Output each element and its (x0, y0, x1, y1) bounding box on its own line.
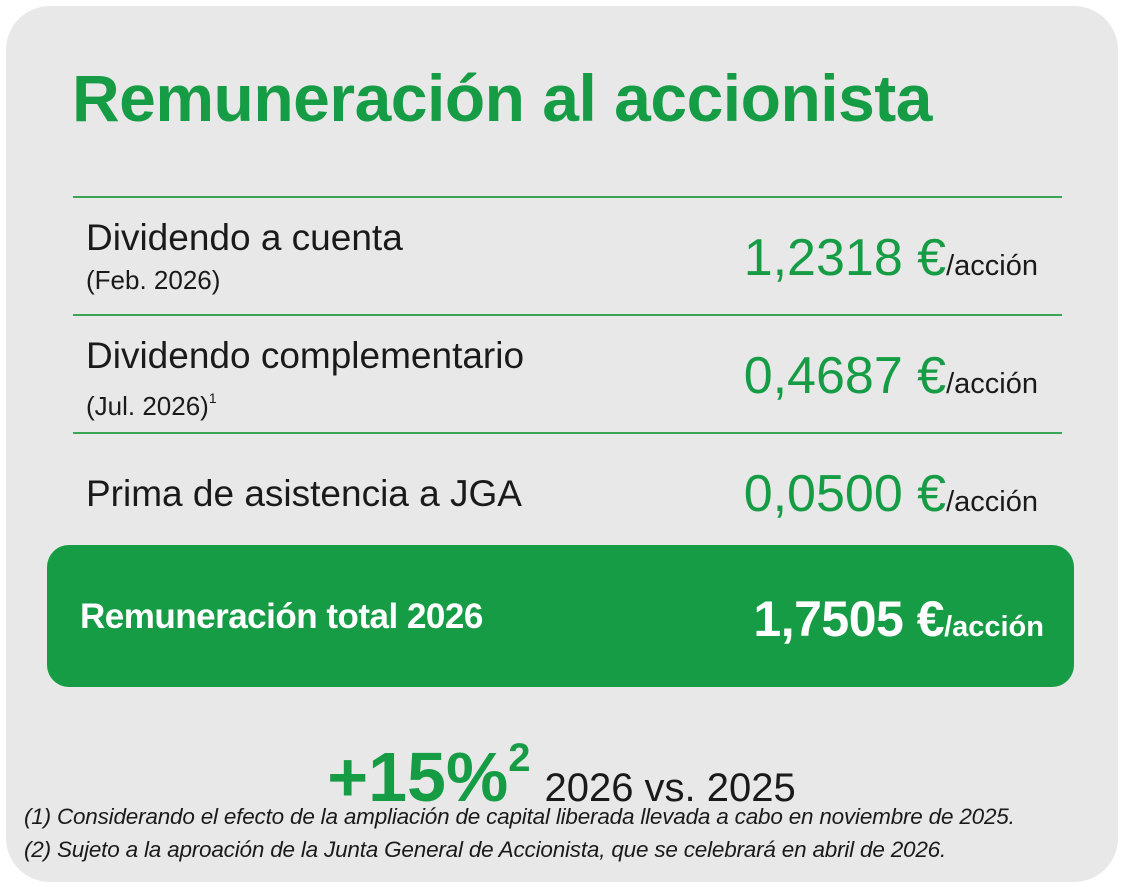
footnote-2: (2) Sujeto a la aproación de la Junta Ge… (24, 837, 947, 862)
row-sub-text: (Feb. 2026) (86, 265, 221, 295)
total-label: Remuneración total 2026 (80, 597, 483, 636)
value-amount: 0,4687 € (743, 347, 947, 405)
row-sub-dividendo-complementario: (Jul. 2026)1 (86, 383, 217, 421)
total-value: 1,7505 €/acción (753, 591, 1044, 647)
page-title: Remuneración al accionista (72, 61, 933, 135)
row-label-dividendo-complementario: Dividendo complementario (86, 335, 525, 376)
footnotes: (1) Considerando el efecto de la ampliac… (24, 800, 1015, 866)
total-banner: Remuneración total 2026 1,7505 €/acción (47, 545, 1074, 687)
row-sub-text: (Jul. 2026) (86, 391, 209, 421)
row-value-dividendo-a-cuenta: 1,2318 €/acción (744, 230, 1038, 286)
growth-percent: +15%2 (327, 736, 531, 816)
footnote-ref-1: 1 (208, 390, 217, 406)
growth-percent-value: +15% (327, 738, 509, 816)
value-amount: 1,2318 € (743, 229, 947, 287)
value-unit: /acción (946, 368, 1038, 400)
row-value-prima-asistencia: 0,0500 €/acción (744, 466, 1038, 522)
value-unit: /acción (946, 250, 1038, 282)
divider (73, 432, 1062, 434)
value-amount: 0,0500 € (743, 465, 947, 523)
total-unit: /acción (944, 611, 1044, 643)
divider (73, 314, 1062, 316)
row-label-dividendo-a-cuenta: Dividendo a cuenta (86, 217, 403, 258)
row-sub-dividendo-a-cuenta: (Feb. 2026) (86, 265, 220, 295)
footnote-ref-2: 2 (508, 736, 531, 780)
remuneration-card: Remuneración al accionista Dividendo a c… (6, 6, 1118, 882)
value-unit: /acción (946, 486, 1038, 518)
growth-comparison: 2026 vs. 2025 (544, 766, 796, 810)
total-amount: 1,7505 € (753, 591, 945, 647)
footnote-1: (1) Considerando el efecto de la ampliac… (24, 804, 1015, 829)
row-value-dividendo-complementario: 0,4687 €/acción (744, 348, 1038, 404)
row-label-prima-asistencia: Prima de asistencia a JGA (86, 473, 522, 514)
divider (73, 196, 1062, 198)
growth-stat: +15%2 2026 vs. 2025 (0, 718, 1123, 817)
